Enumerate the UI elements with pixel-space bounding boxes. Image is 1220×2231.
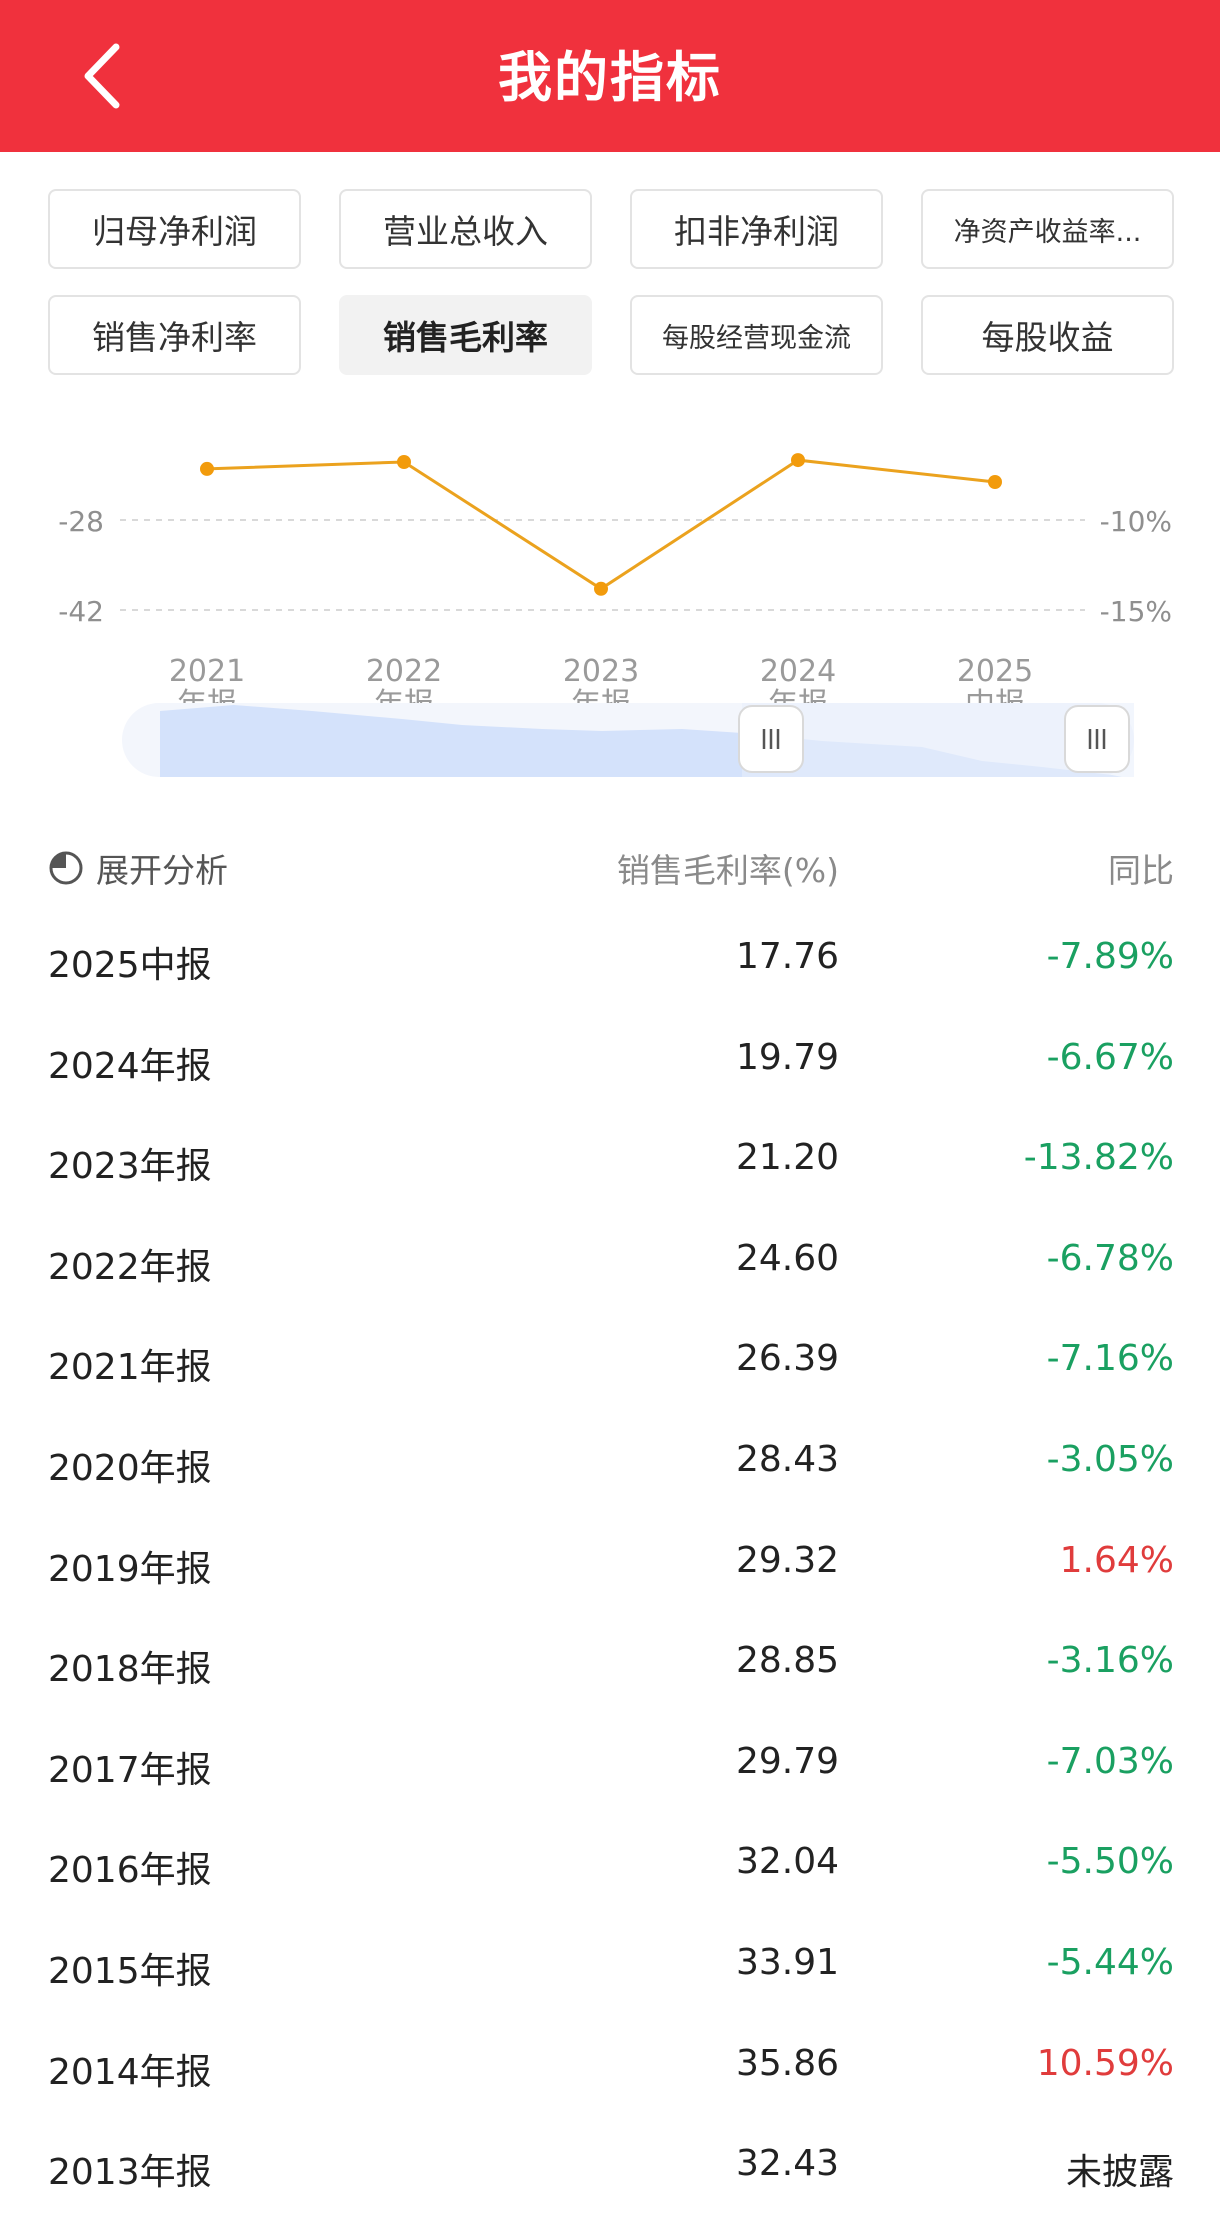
tab-indicator[interactable]: 净资产收益率... <box>921 189 1174 269</box>
app-header: 我的指标 <box>0 0 1220 152</box>
yoy-cell: 未披露 <box>1065 2152 1174 2194</box>
table-row[interactable]: 2025中报 17.76 -7.89% <box>48 912 1174 1013</box>
data-point <box>988 475 1002 489</box>
table-row[interactable]: 2016年报 32.04 -5.50% <box>48 1817 1174 1918</box>
grip-icon <box>1088 729 1106 749</box>
table-row[interactable]: 2013年报 32.43 未披露 <box>48 2119 1174 2220</box>
value-cell: 28.85 <box>735 1640 839 1682</box>
tab-indicator[interactable]: 每股收益 <box>921 295 1174 375</box>
slider-handle-right[interactable] <box>1064 705 1130 773</box>
value-cell: 24.60 <box>735 1237 839 1279</box>
left-axis-tick: -42 <box>58 595 104 628</box>
back-button[interactable] <box>60 36 140 116</box>
period-cell: 2020年报 <box>48 1447 212 1489</box>
data-point <box>791 453 805 468</box>
left-axis-tick: -28 <box>58 505 104 538</box>
tab-indicator[interactable]: 每股经营现金流 <box>630 295 883 375</box>
table-row[interactable]: 2022年报 24.60 -6.78% <box>48 1214 1174 1315</box>
yoy-cell: -3.05% <box>1046 1438 1174 1480</box>
value-cell: 32.04 <box>735 1841 839 1883</box>
indicator-tabs: 归母净利润 营业总收入 扣非净利润 净资产收益率... 销售净利率 销售毛利率 … <box>48 189 1174 375</box>
value-cell: 17.76 <box>735 936 839 977</box>
yoy-cell: 10.59% <box>1036 2042 1174 2084</box>
yoy-cell: 1.64% <box>1059 1539 1174 1581</box>
tab-indicator[interactable]: 销售净利率 <box>48 295 301 375</box>
yoy-line-chart: -28-42-10%-15%2021年报2022年报2023年报2024年报20… <box>58 453 1172 722</box>
grip-icon <box>762 729 780 749</box>
range-slider[interactable] <box>122 703 1134 777</box>
period-cell: 2025中报 <box>48 945 212 986</box>
value-cell: 19.79 <box>735 1036 839 1078</box>
yoy-cell: -7.89% <box>1046 936 1174 977</box>
yoy-cell: -7.16% <box>1046 1338 1174 1380</box>
x-axis-label-year: 2021 <box>169 654 245 689</box>
x-axis-label-year: 2025 <box>957 654 1033 689</box>
period-cell: 2019年报 <box>48 1548 212 1590</box>
data-point <box>200 461 214 476</box>
period-cell: 2013年报 <box>48 2152 212 2194</box>
tab-indicator[interactable]: 销售毛利率 <box>339 295 592 375</box>
yoy-cell: -7.03% <box>1046 1740 1174 1782</box>
period-cell: 2017年报 <box>48 1749 212 1791</box>
series-line <box>206 458 996 591</box>
right-axis-tick: -10% <box>1100 505 1172 538</box>
value-cell: 26.39 <box>735 1338 839 1380</box>
table-row[interactable]: 2020年报 28.43 -3.05% <box>48 1415 1174 1516</box>
value-cell: 29.32 <box>735 1539 839 1581</box>
table-row[interactable]: 2015年报 33.91 -5.44% <box>48 1918 1174 2019</box>
value-cell: 35.86 <box>735 2042 839 2084</box>
period-cell: 2021年报 <box>48 1347 212 1389</box>
value-cell: 29.79 <box>735 1740 839 1782</box>
period-cell: 2014年报 <box>48 2051 212 2093</box>
table-row[interactable]: 2024年报 19.79 -6.67% <box>48 1013 1174 1114</box>
table-row[interactable]: 2019年报 29.32 1.64% <box>48 1516 1174 1617</box>
table-row[interactable]: 2017年报 29.79 -7.03% <box>48 1717 1174 1818</box>
yoy-cell: -13.82% <box>1023 1137 1174 1179</box>
expand-analysis-button[interactable]: 展开分析 <box>48 844 228 892</box>
data-table: 2025中报 17.76 -7.89% 2024年报 19.79 -6.67% 2023年报… <box>48 912 1174 2220</box>
yoy-cell: -5.44% <box>1046 1941 1174 1983</box>
pie-chart-icon <box>49 851 83 885</box>
data-point <box>397 455 411 469</box>
period-cell: 2022年报 <box>48 1246 212 1288</box>
period-cell: 2023年报 <box>48 1146 212 1188</box>
tab-indicator[interactable]: 归母净利润 <box>48 189 301 269</box>
chevron-left-icon <box>84 43 120 109</box>
yoy-cell: -6.67% <box>1046 1036 1174 1078</box>
table-row[interactable]: 2014年报 35.86 10.59% <box>48 2019 1174 2120</box>
x-axis-label-year: 2023 <box>563 654 639 689</box>
period-cell: 2015年报 <box>48 1950 212 1992</box>
x-axis-label-year: 2022 <box>366 654 442 689</box>
x-axis-label-year: 2024 <box>760 654 836 689</box>
value-cell: 32.43 <box>735 2143 839 2185</box>
page-title: 我的指标 <box>498 46 722 109</box>
slider-handle-left[interactable] <box>738 705 804 773</box>
expand-analysis-label: 展开分析 <box>96 851 228 890</box>
tab-indicator[interactable]: 扣非净利润 <box>630 189 883 269</box>
table-header: 展开分析 销售毛利率(%) 同比 <box>48 830 1174 898</box>
yoy-cell: -6.78% <box>1046 1237 1174 1279</box>
value-cell: 21.20 <box>735 1137 839 1179</box>
period-cell: 2018年报 <box>48 1649 212 1691</box>
data-point <box>594 581 608 596</box>
period-cell: 2024年报 <box>48 1045 212 1087</box>
overview-area-chart <box>160 703 1134 777</box>
value-column-header: 销售毛利率(%) <box>616 851 839 890</box>
table-row[interactable]: 2021年报 26.39 -7.16% <box>48 1314 1174 1415</box>
tab-indicator[interactable]: 营业总收入 <box>339 189 592 269</box>
yoy-cell: -5.50% <box>1046 1841 1174 1883</box>
right-axis-tick: -15% <box>1100 595 1172 628</box>
value-cell: 33.91 <box>735 1941 839 1983</box>
period-cell: 2016年报 <box>48 1850 212 1892</box>
value-cell: 28.43 <box>735 1438 839 1480</box>
yoy-cell: -3.16% <box>1046 1640 1174 1682</box>
table-row[interactable]: 2018年报 28.85 -3.16% <box>48 1616 1174 1717</box>
yoy-column-header: 同比 <box>1108 851 1174 890</box>
table-row[interactable]: 2023年报 21.20 -13.82% <box>48 1113 1174 1214</box>
